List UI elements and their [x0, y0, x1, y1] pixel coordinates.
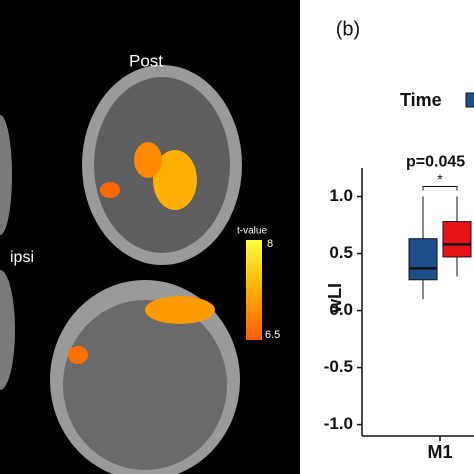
p-value: p=0.045: [406, 154, 465, 171]
colorbar-tick: 8: [267, 238, 273, 250]
y-axis-label: wLI: [325, 283, 345, 314]
brain-coronal-inner: [63, 300, 227, 470]
box: [408, 238, 438, 281]
view-label: ipsi: [10, 249, 34, 266]
y-tick-label: 1.0: [329, 186, 353, 205]
colorbar-title: t-value: [237, 226, 267, 237]
panel-a: Post ipsi t-value 8 6.5: [0, 0, 300, 474]
activation: [100, 182, 120, 198]
activation: [145, 296, 215, 324]
y-tick-label: -0.5: [324, 357, 353, 376]
significance-star: *: [437, 171, 443, 187]
legend-swatch: [465, 92, 474, 108]
box: [442, 221, 472, 258]
y-tick-label: 0.0: [329, 300, 353, 319]
significance-bracket: [422, 186, 458, 191]
panel-label: (b): [336, 18, 360, 40]
brain-partial: [0, 115, 12, 235]
view-label: Post: [129, 51, 163, 70]
colorbar: [246, 240, 262, 340]
activation: [68, 346, 88, 364]
activation: [153, 150, 197, 210]
activation: [134, 142, 162, 178]
brain-partial: [0, 270, 15, 390]
legend-title: Time: [400, 90, 442, 110]
y-tick-label: -1.0: [324, 414, 353, 433]
x-tick-label: M1: [427, 442, 452, 462]
y-tick-label: 0.5: [329, 243, 353, 262]
colorbar-tick: 6.5: [265, 329, 280, 341]
